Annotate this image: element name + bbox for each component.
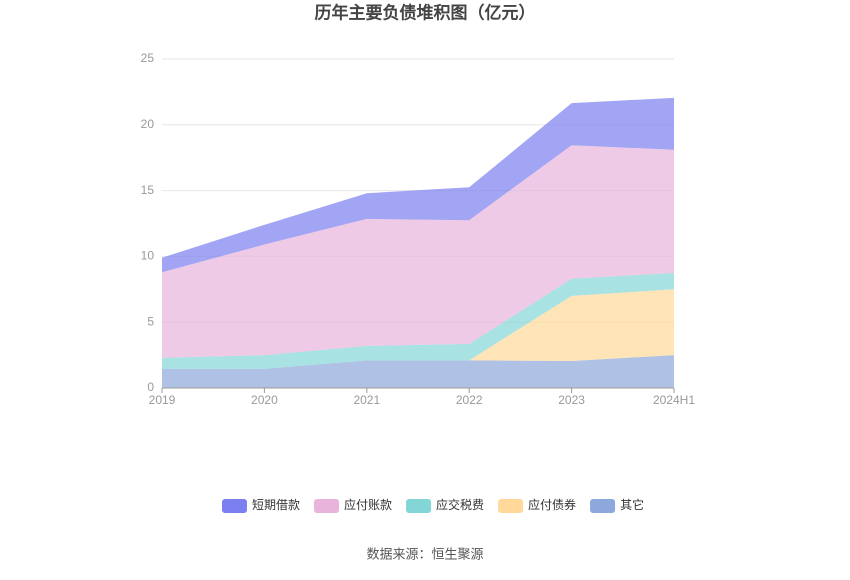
x-tick-label: 2019 <box>149 393 176 407</box>
chart-title: 历年主要负债堆积图（亿元） <box>315 2 536 22</box>
y-tick-label: 25 <box>141 51 155 65</box>
y-tick-label: 15 <box>141 183 155 197</box>
x-tick-label: 2022 <box>456 393 483 407</box>
x-tick-label: 2024H1 <box>653 393 695 407</box>
legend-label: 应付账款 <box>344 497 392 512</box>
legend-swatch <box>222 499 247 513</box>
source-note: 数据来源：恒生聚源 <box>366 546 483 561</box>
area <box>162 272 674 369</box>
x-tick-label: 2021 <box>353 393 380 407</box>
x-tick-label: 2020 <box>251 393 278 407</box>
area <box>162 289 674 369</box>
y-tick-label: 5 <box>147 314 154 328</box>
legend-label: 应交税费 <box>436 497 484 512</box>
legend-swatch <box>498 499 524 513</box>
x-tick-label: 2023 <box>558 393 585 407</box>
y-tick-label: 20 <box>141 117 155 131</box>
legend-swatch <box>590 499 616 513</box>
legend-label: 短期借款 <box>252 498 300 512</box>
area <box>162 145 674 358</box>
legend-label: 其它 <box>620 497 644 512</box>
legend-swatch <box>406 499 432 513</box>
y-tick-label: 0 <box>147 380 154 394</box>
area <box>162 97 674 273</box>
legend-swatch <box>314 499 340 513</box>
y-tick-label: 10 <box>141 249 155 263</box>
legend-label: 应付债券 <box>528 497 576 512</box>
area <box>162 355 674 388</box>
